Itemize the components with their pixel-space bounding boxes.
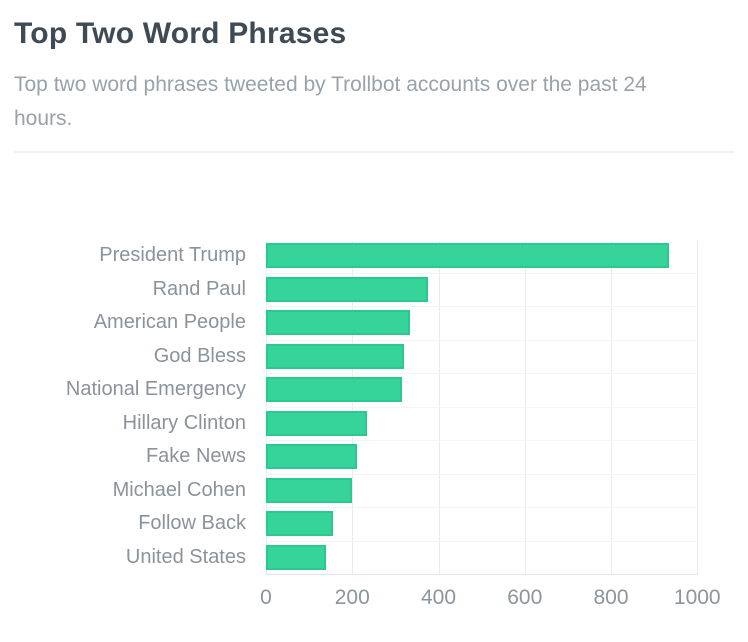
bar-track [266, 410, 734, 436]
category-label: Michael Cohen [112, 478, 246, 501]
chart-subtitle: Top two word phrases tweeted by Trollbot… [14, 68, 734, 136]
chart-row: Michael Cohen [14, 474, 734, 508]
category-label: Hillary Clinton [122, 411, 246, 434]
chart-row: Follow Back [14, 507, 734, 541]
chart-row: National Emergency [14, 373, 734, 407]
category-label: Fake News [145, 445, 246, 468]
chart-row: Rand Paul [14, 273, 734, 307]
chart-row: Hillary Clinton [14, 407, 734, 441]
bar-track [266, 477, 734, 503]
x-axis: 0 200 400 600 800 1000 [260, 586, 734, 616]
x-tick-label-200: 200 [334, 586, 370, 609]
bar-track [266, 377, 734, 403]
bar-track [266, 310, 734, 336]
category-label: Rand Paul [152, 277, 246, 300]
bar-god-bless [266, 343, 404, 369]
bar-track [266, 243, 734, 269]
chart-row: President Trump [14, 239, 734, 273]
divider [14, 151, 734, 153]
bar-hillary-clinton [266, 410, 367, 436]
category-label: President Trump [99, 244, 246, 267]
bar-michael-cohen [266, 477, 352, 503]
x-tick-label-400: 400 [420, 586, 457, 609]
bar-track [266, 444, 734, 470]
chart-row: American People [14, 306, 734, 340]
category-label: National Emergency [65, 378, 246, 401]
bar-american-people [266, 310, 410, 336]
bar-rand-paul [266, 276, 428, 302]
bar-fake-news [266, 444, 357, 470]
bar-united-states [266, 544, 326, 570]
bar-track [266, 544, 734, 570]
category-label: God Bless [153, 344, 246, 367]
chart-rows: President Trump Rand Paul American People G… [14, 239, 734, 574]
bar-national-emergency [266, 377, 402, 403]
bar-chart: President Trump Rand Paul American People G… [14, 239, 734, 616]
bar-track [266, 343, 734, 369]
x-tick-label-0: 0 [260, 586, 272, 609]
category-label: Follow Back [138, 512, 246, 535]
chart-subtitle-line: Top two word phrases tweeted by Trollbot… [14, 73, 647, 96]
bar-president-trump [266, 243, 669, 269]
category-label: United States [125, 545, 246, 568]
chart-row: United States [14, 541, 734, 575]
bar-follow-back [266, 511, 333, 537]
bar-track [266, 276, 734, 302]
x-tick-label-800: 800 [593, 586, 629, 609]
x-axis-line [266, 574, 699, 575]
chart-plot-area: President Trump Rand Paul American People G… [14, 239, 734, 575]
bar-track [266, 511, 734, 537]
chart-row: Fake News [14, 440, 734, 474]
chart-subtitle-line: hours. [14, 107, 73, 130]
chart-title: Top Two Word Phrases [14, 17, 347, 50]
x-tick-label-1000: 1000 [673, 586, 721, 609]
x-tick-label-600: 600 [507, 586, 543, 609]
category-label: American People [93, 311, 246, 334]
chart-row: God Bless [14, 340, 734, 374]
